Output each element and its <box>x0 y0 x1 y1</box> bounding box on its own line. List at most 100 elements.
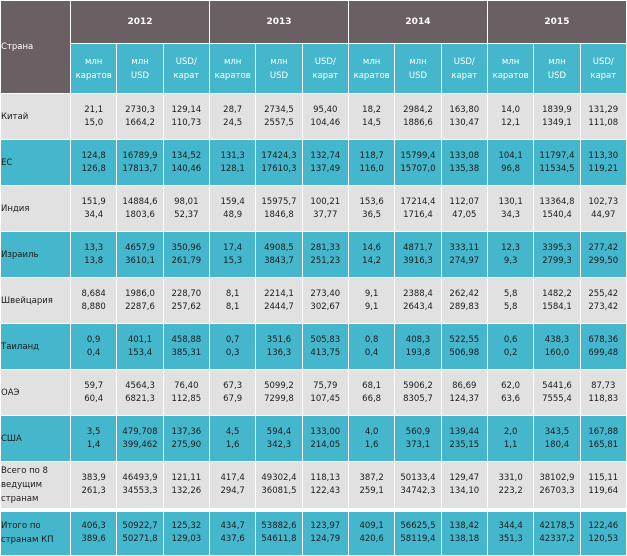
value-bottom: 261,3 <box>81 485 106 496</box>
value-top: 331,0 <box>498 472 523 483</box>
unit-header-mln-carats: млн каратов <box>347 43 396 94</box>
value-cell: 4564,3 6821,3 <box>116 369 164 416</box>
value-bottom: 273,42 <box>588 301 619 312</box>
value-bottom: 120,53 <box>588 534 619 545</box>
value-cell: 18,2 14,5 <box>347 93 396 140</box>
value-cell: 130,1 34,3 <box>486 185 535 232</box>
value-top: 383,9 <box>81 472 106 483</box>
value-cell: 4871,7 3916,3 <box>394 231 442 278</box>
value-cell: 277,42 299,50 <box>579 231 627 278</box>
value-bottom: 110,73 <box>171 117 202 128</box>
value-bottom: 111,08 <box>588 117 619 128</box>
table-row: Всего по 8 ведущим странам 383,9 261,3 4649… <box>0 461 627 510</box>
value-top: 112,07 <box>449 196 480 207</box>
value-bottom: 699,48 <box>588 347 619 358</box>
value-cell: 87,73 118,83 <box>579 369 627 416</box>
country-cell: Израиль <box>0 231 71 278</box>
value-cell: 5906,2 8305,7 <box>394 369 442 416</box>
unit-header-usd-per-carat: USD/карат <box>162 43 210 94</box>
value-top: 38102,9 <box>539 472 575 483</box>
value-bottom: 2643,4 <box>403 301 433 312</box>
value-top: 4908,5 <box>264 242 294 253</box>
value-bottom: 104,46 <box>310 117 341 128</box>
value-bottom: 96,8 <box>501 163 521 174</box>
value-top: 133,00 <box>310 426 341 437</box>
value-bottom: 153,4 <box>127 347 153 358</box>
value-cell: 350,96 261,79 <box>162 231 210 278</box>
value-top: 124,8 <box>81 150 106 161</box>
value-cell: 522,55 506,98 <box>440 323 488 370</box>
value-cell: 5,8 5,8 <box>486 277 535 324</box>
value-bottom: 13,8 <box>84 255 104 266</box>
value-bottom: 0,3 <box>225 347 240 358</box>
value-top: 131,3 <box>220 150 245 161</box>
value-cell: 100,21 37,77 <box>301 185 349 232</box>
value-cell: 14884,6 1803,6 <box>116 185 164 232</box>
value-cell: 2730,3 1664,2 <box>116 93 164 140</box>
country-cell: Всего по 8 ведущим странам <box>0 461 71 510</box>
value-cell: 8,1 8,1 <box>208 277 257 324</box>
value-bottom: 1,6 <box>225 439 240 450</box>
country-cell: ЕС <box>0 139 71 186</box>
value-cell: 62,0 63,6 <box>486 369 535 416</box>
value-bottom: 54611,8 <box>261 534 297 545</box>
value-bottom: 2444,7 <box>264 301 294 312</box>
value-top: 273,40 <box>310 288 341 299</box>
value-cell: 1986,0 2287,6 <box>116 277 164 324</box>
value-top: 68,1 <box>362 380 382 391</box>
value-top: 594,4 <box>266 426 292 437</box>
value-top: 228,70 <box>171 288 202 299</box>
value-cell: 228,70 257,62 <box>162 277 210 324</box>
value-top: 0,6 <box>503 334 518 345</box>
value-top: 255,42 <box>588 288 619 299</box>
value-bottom: 299,50 <box>588 255 619 266</box>
value-bottom: 1846,8 <box>264 209 294 220</box>
value-cell: 1839,9 1349,1 <box>533 93 581 140</box>
value-top: 122,46 <box>588 521 619 532</box>
unit-header-mln-carats: млн каратов <box>486 43 535 94</box>
value-cell: 17214,4 1716,4 <box>394 185 442 232</box>
value-top: 13364,8 <box>539 196 575 207</box>
value-cell: 76,40 112,85 <box>162 369 210 416</box>
value-cell: 28,7 24,5 <box>208 93 257 140</box>
year-header-2015: 2015 <box>486 0 627 44</box>
value-bottom: 5,8 <box>503 301 518 312</box>
country-cell: Китай <box>0 93 71 140</box>
value-bottom: 193,8 <box>405 347 431 358</box>
value-bottom: 6821,3 <box>125 393 155 404</box>
value-bottom: 122,43 <box>310 485 341 496</box>
value-cell: 2388,4 2643,4 <box>394 277 442 324</box>
value-bottom: 214,05 <box>310 439 341 450</box>
value-bottom: 506,98 <box>449 347 480 358</box>
country-cell: Швейцария <box>0 277 71 324</box>
value-bottom: 12,1 <box>501 117 521 128</box>
value-cell: 75,79 107,45 <box>301 369 349 416</box>
value-bottom: 119,21 <box>588 163 619 174</box>
value-cell: 46493,9 34553,3 <box>116 461 164 510</box>
value-bottom: 7555,4 <box>542 393 572 404</box>
value-cell: 151,9 34,4 <box>69 185 118 232</box>
value-cell: 137,36 275,90 <box>162 415 210 462</box>
unit-header-mln-carats: млн каратов <box>69 43 118 94</box>
value-top: 113,30 <box>588 150 619 161</box>
unit-header-row: млн каратов млн USD USD/карат млн каратов млн US… <box>1 43 627 94</box>
value-top: 14884,6 <box>122 196 158 207</box>
value-cell: 2214,1 2444,7 <box>255 277 303 324</box>
value-top: 139,44 <box>449 426 480 437</box>
value-bottom: 165,81 <box>588 439 619 450</box>
value-cell: 273,40 302,67 <box>301 277 349 324</box>
value-cell: 49302,4 36081,5 <box>255 461 303 510</box>
value-bottom: 1584,1 <box>542 301 572 312</box>
value-top: 479,708 <box>122 426 158 437</box>
value-cell: 138,42 138,18 <box>440 507 488 556</box>
value-top: 5,8 <box>503 288 518 299</box>
value-top: 17214,4 <box>400 196 436 207</box>
value-cell: 104,1 96,8 <box>486 139 535 186</box>
value-top: 9,1 <box>364 288 379 299</box>
value-bottom: 128,1 <box>220 163 245 174</box>
value-top: 118,7 <box>359 150 384 161</box>
value-cell: 0,8 0,4 <box>347 323 396 370</box>
value-bottom: 132,26 <box>171 485 202 496</box>
value-top: 0,8 <box>364 334 379 345</box>
